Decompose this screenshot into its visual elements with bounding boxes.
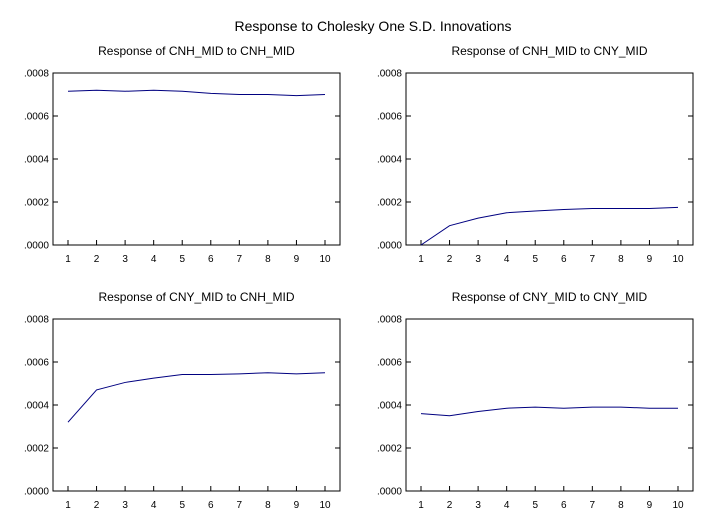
panel-3: Response of CNY_MID to CNH_MID .0000 .0002… [24,290,341,511]
figure-title: Response to Cholesky One S.D. Innovation… [234,18,511,34]
x-tick-label: 4 [151,500,157,511]
x-tick-label: 7 [590,500,596,511]
y-tick-label: .0004 [377,401,402,412]
plot-frame [52,72,341,246]
x-tick-label: 10 [672,254,684,265]
x-tick-label: 6 [561,254,567,265]
x-tick-label: 2 [94,500,100,511]
x-tick-label: 9 [294,254,300,265]
x-tick-label: 1 [418,500,424,511]
y-tick-label: .0000 [24,241,49,252]
plot-frame [52,318,341,492]
x-tick-label: 3 [122,254,128,265]
y-tick-label: .0008 [24,69,49,80]
panel-title: Response of CNY_MID to CNH_MID [98,290,294,304]
response-line [420,406,678,417]
x-tick-label: 8 [265,254,271,265]
x-tick-label: 5 [179,254,185,265]
x-tick-label: 2 [447,254,453,265]
x-tick-label: 3 [122,500,128,511]
x-tick-label: 9 [647,254,653,265]
y-tick-label: .0004 [24,401,49,412]
x-tick-label: 7 [237,254,243,265]
x-tick-label: 6 [208,500,214,511]
x-tick-label: 9 [647,500,653,511]
x-tick-label: 10 [319,500,331,511]
x-tick-label: 7 [590,254,596,265]
x-tick-label: 3 [475,500,481,511]
y-tick-label: .0008 [377,69,402,80]
x-tick-label: 9 [294,500,300,511]
y-tick-label: .0000 [377,487,402,498]
panel-4: Response of CNY_MID to CNY_MID .0000 .0002… [377,290,694,511]
x-tick-label: 10 [672,500,684,511]
x-tick-label: 2 [447,500,453,511]
x-tick-label: 1 [65,500,71,511]
panel-2: Response of CNH_MID to CNY_MID .0000 .0002… [377,44,694,265]
x-tick-label: 6 [561,500,567,511]
x-tick-label: 8 [618,500,624,511]
y-tick-label: .0008 [24,315,49,326]
x-tick-label: 3 [475,254,481,265]
y-tick-label: .0002 [24,198,49,209]
x-tick-label: 8 [618,254,624,265]
panel-title: Response of CNH_MID to CNH_MID [98,44,295,58]
x-tick-label: 1 [418,254,424,265]
y-tick-label: .0002 [377,444,402,455]
x-tick-label: 10 [319,254,331,265]
panel-title: Response of CNH_MID to CNY_MID [451,44,647,58]
y-tick-label: .0006 [377,358,402,369]
response-line [67,89,326,97]
y-tick-label: .0006 [24,112,49,123]
response-line [67,372,326,423]
x-tick-label: 6 [208,254,214,265]
y-tick-label: .0002 [24,444,49,455]
x-tick-label: 4 [151,254,157,265]
plot-frame [405,72,694,246]
y-tick-label: .0004 [377,155,402,166]
x-tick-label: 5 [179,500,185,511]
x-tick-label: 4 [504,500,510,511]
y-tick-label: .0000 [24,487,49,498]
x-tick-label: 2 [94,254,100,265]
y-tick-label: .0008 [377,315,402,326]
y-tick-label: .0002 [377,198,402,209]
plot-frame [405,318,694,492]
y-tick-label: .0006 [24,358,49,369]
y-tick-label: .0004 [24,155,49,166]
x-tick-label: 7 [237,500,243,511]
x-tick-label: 1 [65,254,71,265]
y-tick-label: .0000 [377,241,402,252]
y-tick-label: .0006 [377,112,402,123]
x-tick-label: 8 [265,500,271,511]
response-line [420,206,679,246]
x-tick-label: 5 [532,254,538,265]
x-tick-label: 5 [532,500,538,511]
x-tick-label: 4 [504,254,510,265]
panel-title: Response of CNY_MID to CNY_MID [452,290,648,304]
panel-1: Response of CNH_MID to CNH_MID .0000 .0002… [24,44,341,265]
